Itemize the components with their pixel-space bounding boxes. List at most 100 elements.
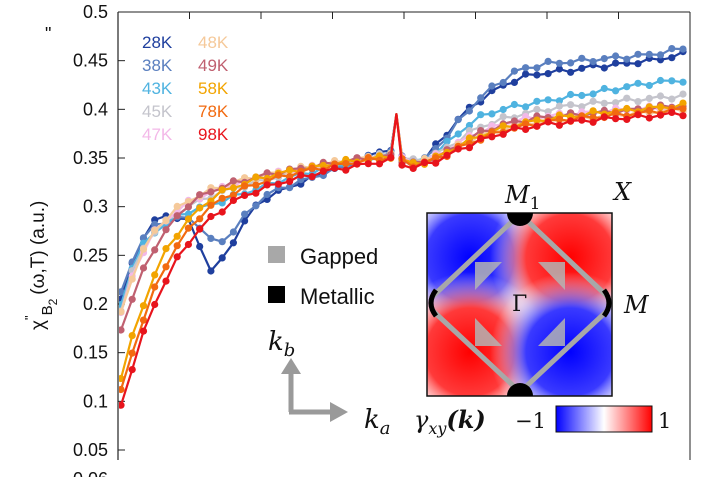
data-point xyxy=(162,226,170,234)
data-point xyxy=(522,125,530,133)
data-point xyxy=(274,171,282,179)
data-point xyxy=(263,190,271,199)
data-point xyxy=(656,76,665,85)
metallic-arc-left xyxy=(428,288,439,318)
y-axis-label: χ"B2 (ω,T) (a.u.) xyxy=(22,201,60,330)
data-point xyxy=(119,385,125,394)
data-point xyxy=(544,57,552,65)
gapped-triangle xyxy=(538,318,565,346)
label-M1: M1 xyxy=(504,181,540,214)
data-point xyxy=(162,245,170,253)
data-point xyxy=(656,103,665,111)
data-point xyxy=(119,288,125,296)
data-point xyxy=(229,191,237,199)
data-point xyxy=(499,122,507,130)
symbol-legend: Gapped Metallic xyxy=(268,244,378,309)
data-point xyxy=(634,60,642,68)
data-point xyxy=(454,130,462,138)
data-point xyxy=(578,54,586,62)
data-point xyxy=(623,115,631,123)
data-point xyxy=(477,111,485,119)
data-point xyxy=(555,59,564,67)
svg-text:χ"B2(ω,T) (a.u.): χ"B2 (ω,T) (a.u.) xyxy=(22,201,60,330)
data-point xyxy=(623,55,631,63)
y-tick-label: 0.25 xyxy=(73,245,108,265)
data-point xyxy=(218,208,226,216)
data-point xyxy=(555,121,564,129)
data-point xyxy=(600,113,608,121)
data-point xyxy=(443,137,451,145)
data-point xyxy=(645,106,653,115)
data-point xyxy=(229,184,237,192)
data-point xyxy=(353,160,361,168)
data-point xyxy=(454,145,462,153)
data-point xyxy=(465,127,473,135)
metallic-label: Metallic xyxy=(300,284,375,309)
data-point xyxy=(567,90,575,99)
data-point xyxy=(184,240,192,249)
metallic-disc-bottom xyxy=(507,383,533,396)
data-point xyxy=(128,366,136,374)
data-point xyxy=(432,159,440,167)
data-point xyxy=(612,52,620,60)
fermi-edge xyxy=(430,213,522,299)
y-tick-label: 0.45 xyxy=(73,51,108,71)
data-point xyxy=(229,239,237,247)
data-point xyxy=(679,112,687,120)
data-point xyxy=(510,117,518,125)
data-point xyxy=(207,267,215,275)
data-point xyxy=(173,232,181,240)
data-point xyxy=(151,220,159,228)
data-point xyxy=(656,92,665,100)
ylabel-sub: B xyxy=(39,305,56,315)
data-point xyxy=(600,55,608,63)
data-point xyxy=(533,97,541,105)
temperature-legend: 28K 38K 43K 45K 47K 48K 49K 58K 78K 98K xyxy=(142,33,229,144)
data-point xyxy=(522,70,530,78)
legend-entry-78K: 78K xyxy=(198,102,229,121)
data-point xyxy=(555,115,564,123)
data-point xyxy=(544,70,552,78)
data-point xyxy=(218,194,226,202)
data-point xyxy=(623,94,631,102)
label-X: X xyxy=(612,178,632,206)
data-point xyxy=(308,173,316,181)
data-point xyxy=(139,316,148,324)
data-point xyxy=(668,54,676,62)
y-tick-label: 0.05 xyxy=(73,440,108,460)
data-point xyxy=(522,113,530,121)
data-point xyxy=(409,164,417,172)
legend-entry-49K: 49K xyxy=(198,56,229,75)
data-point xyxy=(252,181,260,189)
data-point xyxy=(656,51,665,59)
data-point xyxy=(139,245,148,253)
data-point xyxy=(465,144,473,152)
gapped-triangle xyxy=(538,262,565,290)
data-point xyxy=(544,96,552,104)
data-point xyxy=(162,277,170,285)
data-point xyxy=(184,224,192,232)
data-point xyxy=(465,107,473,115)
gapped-swatch xyxy=(268,246,285,263)
data-point xyxy=(151,283,159,291)
data-point xyxy=(555,102,564,110)
data-point xyxy=(128,275,136,283)
data-point xyxy=(119,401,125,409)
data-point xyxy=(634,98,642,106)
data-point xyxy=(241,191,249,199)
data-point xyxy=(196,225,204,233)
label-M: M xyxy=(623,291,650,319)
data-point xyxy=(173,202,181,210)
data-point xyxy=(510,100,518,109)
stray-mark: " xyxy=(45,24,51,44)
data-point xyxy=(634,50,642,58)
data-point xyxy=(252,173,260,181)
data-point xyxy=(668,77,676,85)
ylabel-rest: (ω,T) (a.u.) xyxy=(28,201,49,295)
data-point xyxy=(139,234,148,242)
data-point xyxy=(241,210,249,218)
data-point xyxy=(119,326,125,334)
data-point xyxy=(364,160,372,168)
series-98K xyxy=(119,108,687,409)
